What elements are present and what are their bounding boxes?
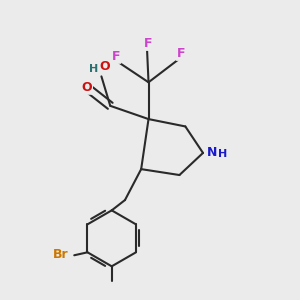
Text: H: H — [218, 149, 228, 159]
Text: O: O — [81, 81, 92, 94]
Text: H: H — [88, 64, 98, 74]
Text: Br: Br — [53, 248, 69, 261]
Text: N: N — [207, 146, 218, 159]
Text: F: F — [112, 50, 120, 63]
Text: O: O — [99, 61, 110, 74]
Text: F: F — [144, 37, 152, 50]
Text: F: F — [177, 47, 185, 60]
